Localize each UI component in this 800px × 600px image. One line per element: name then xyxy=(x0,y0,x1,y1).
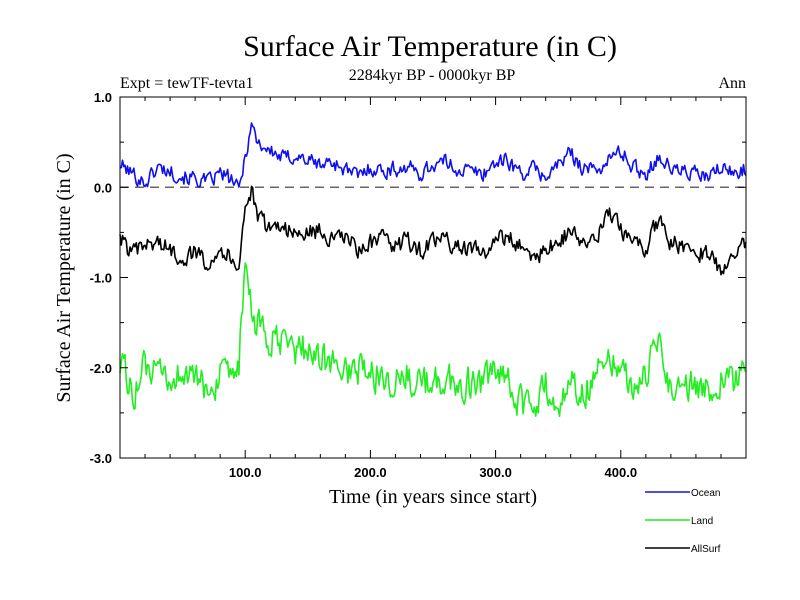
legend-label-ocean: Ocean xyxy=(691,488,720,499)
series-line-ocean xyxy=(119,122,747,188)
y-tick-label: 1.0 xyxy=(94,90,112,105)
series-line-land xyxy=(119,262,747,418)
x-tick-label: 300.0 xyxy=(479,465,512,480)
y-tick-label: 0.0 xyxy=(94,180,112,195)
expt-label: Expt = tewTF-tevta1 xyxy=(120,75,253,92)
season-label: Ann xyxy=(718,75,746,92)
y-tick-label: -2.0 xyxy=(90,361,112,376)
series-line-allsurf xyxy=(119,185,747,276)
x-axis-label: Time (in years since start) xyxy=(329,486,537,508)
x-tick-label: 400.0 xyxy=(605,465,638,480)
y-tick-label: -3.0 xyxy=(90,451,112,466)
x-tick-label: 200.0 xyxy=(354,465,387,480)
y-axis-label: Surface Air Temperature (in C) xyxy=(53,153,75,402)
plot-frame xyxy=(119,96,747,459)
legend-label-land: Land xyxy=(691,516,713,527)
chart-subtitle: 2284kyr BP - 0000kyr BP xyxy=(349,67,516,84)
x-tick-label: 100.0 xyxy=(229,465,262,480)
chart-title: Surface Air Temperature (in C) xyxy=(243,30,617,63)
y-tick-label: -1.0 xyxy=(90,271,112,286)
legend-label-allsurf: AllSurf xyxy=(691,544,721,555)
